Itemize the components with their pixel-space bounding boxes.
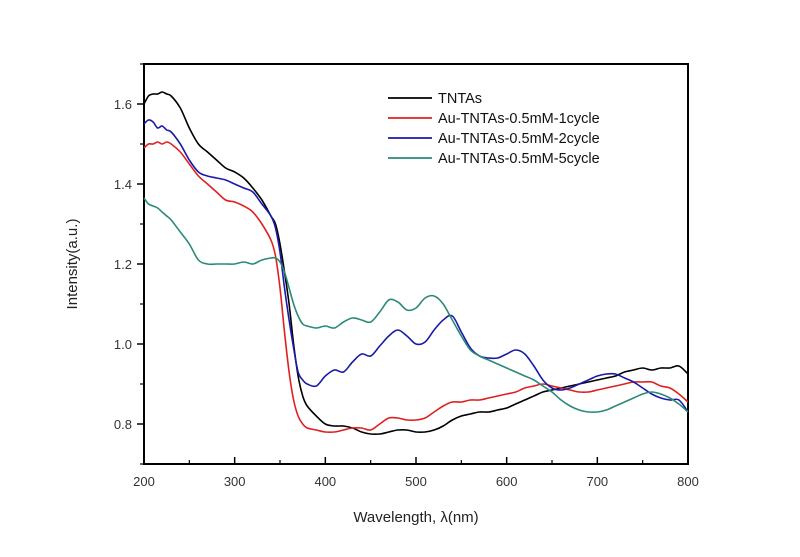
y-axis-label: Intensity(a.u.) (64, 219, 81, 310)
y-tick-label: 1.2 (114, 257, 132, 272)
series-line-au-tntas-0-5mm-2cycle (143, 119, 689, 413)
y-axis: 0.8 1.0 1.2 1.4 1.6 (114, 63, 144, 465)
x-tick-label: 700 (586, 474, 608, 489)
x-tick-label: 200 (133, 474, 155, 489)
x-axis-label: Wavelength, λ(nm) (353, 509, 478, 526)
y-tick-label: 1.4 (114, 177, 132, 192)
series-line-au-tntas-0-5mm-1cycle (143, 141, 689, 434)
x-tick-label: 800 (677, 474, 699, 489)
x-tick-label: 400 (314, 474, 336, 489)
y-tick-label: 1.0 (114, 337, 132, 352)
x-tick-label: 600 (496, 474, 518, 489)
legend: TNTAs Au-TNTAs-0.5mM-1cycle Au-TNTAs-0.5mM… (388, 91, 600, 167)
legend-label: TNTAs (438, 91, 482, 107)
x-tick-label: 300 (224, 474, 246, 489)
legend-label: Au-TNTAs-0.5mM-1cycle (438, 111, 600, 127)
legend-label: Au-TNTAs-0.5mM-2cycle (438, 131, 600, 147)
series-line-tntas (143, 91, 689, 436)
legend-label: Au-TNTAs-0.5mM-5cycle (438, 151, 600, 167)
y-tick-label: 0.8 (114, 417, 132, 432)
series-line-au-tntas-0-5mm-5cycle (143, 197, 689, 414)
y-tick-label: 1.6 (114, 97, 132, 112)
series-lines (143, 91, 689, 436)
x-tick-label: 500 (405, 474, 427, 489)
x-axis: 200 300 400 500 600 700 800 (133, 457, 699, 489)
